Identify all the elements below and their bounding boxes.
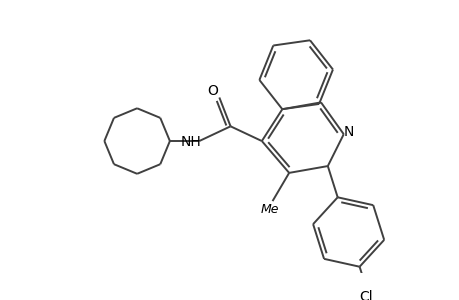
Text: Cl: Cl: [358, 290, 372, 300]
Text: NH: NH: [180, 135, 201, 149]
Text: O: O: [207, 84, 218, 98]
Text: N: N: [343, 125, 353, 139]
Text: Me: Me: [260, 203, 279, 216]
